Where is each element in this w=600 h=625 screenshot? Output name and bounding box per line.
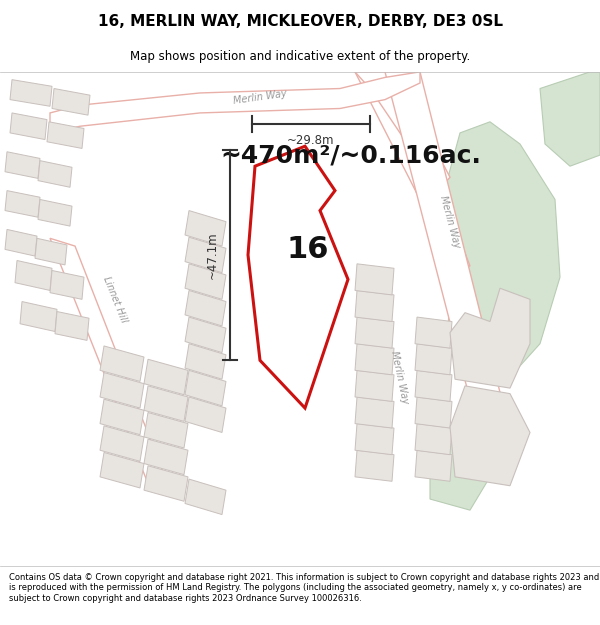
Polygon shape [355, 371, 394, 401]
Polygon shape [355, 344, 394, 375]
Text: ~47.1m: ~47.1m [205, 231, 218, 279]
Polygon shape [355, 264, 394, 295]
Polygon shape [47, 122, 84, 148]
Polygon shape [50, 238, 165, 484]
Polygon shape [185, 211, 226, 246]
Text: Linnet Hill: Linnet Hill [101, 275, 129, 324]
Text: 16, MERLIN WAY, MICKLEOVER, DERBY, DE3 0SL: 16, MERLIN WAY, MICKLEOVER, DERBY, DE3 0… [97, 14, 503, 29]
Polygon shape [415, 344, 452, 375]
Polygon shape [355, 424, 394, 454]
Polygon shape [5, 152, 40, 178]
Text: Merlin Way: Merlin Way [389, 349, 410, 404]
Polygon shape [355, 72, 470, 268]
Polygon shape [144, 386, 188, 421]
Text: ~470m²/~0.116ac.: ~470m²/~0.116ac. [220, 143, 481, 167]
Text: Merlin Way: Merlin Way [438, 194, 462, 249]
Polygon shape [100, 346, 144, 381]
Polygon shape [144, 359, 188, 395]
Polygon shape [185, 317, 226, 352]
Polygon shape [52, 89, 90, 115]
Polygon shape [355, 72, 450, 188]
Polygon shape [144, 412, 188, 448]
Polygon shape [10, 79, 52, 106]
Polygon shape [15, 261, 52, 291]
Polygon shape [185, 291, 226, 326]
Text: Map shows position and indicative extent of the property.: Map shows position and indicative extent… [130, 49, 470, 62]
Polygon shape [185, 264, 226, 299]
Polygon shape [185, 371, 226, 406]
Polygon shape [144, 466, 188, 501]
Polygon shape [415, 317, 452, 348]
Polygon shape [385, 72, 510, 438]
Polygon shape [185, 479, 226, 514]
Polygon shape [450, 288, 530, 388]
Polygon shape [55, 311, 89, 341]
Polygon shape [415, 450, 452, 481]
Polygon shape [185, 238, 226, 272]
Polygon shape [415, 397, 452, 428]
Polygon shape [355, 317, 394, 348]
Polygon shape [10, 113, 47, 139]
Polygon shape [450, 386, 530, 486]
Polygon shape [38, 199, 72, 226]
Polygon shape [100, 426, 144, 461]
Text: ~29.8m: ~29.8m [287, 134, 335, 147]
Polygon shape [248, 146, 348, 408]
Polygon shape [415, 371, 452, 401]
Polygon shape [50, 271, 84, 299]
Polygon shape [185, 397, 226, 432]
Polygon shape [38, 161, 72, 188]
Text: Contains OS data © Crown copyright and database right 2021. This information is : Contains OS data © Crown copyright and d… [9, 572, 599, 602]
Polygon shape [415, 424, 452, 454]
Text: 16: 16 [287, 235, 329, 264]
Text: Merlin Way: Merlin Way [233, 89, 287, 106]
Polygon shape [445, 122, 560, 377]
Polygon shape [35, 238, 67, 265]
Polygon shape [540, 72, 600, 166]
Polygon shape [100, 399, 144, 435]
Polygon shape [355, 450, 394, 481]
Polygon shape [185, 344, 226, 379]
Polygon shape [430, 444, 490, 510]
Polygon shape [50, 72, 420, 133]
Polygon shape [5, 229, 37, 256]
Polygon shape [100, 372, 144, 408]
Polygon shape [144, 439, 188, 474]
Polygon shape [355, 291, 394, 321]
Polygon shape [355, 397, 394, 428]
Polygon shape [20, 301, 57, 331]
Polygon shape [5, 191, 40, 218]
Polygon shape [100, 452, 144, 488]
